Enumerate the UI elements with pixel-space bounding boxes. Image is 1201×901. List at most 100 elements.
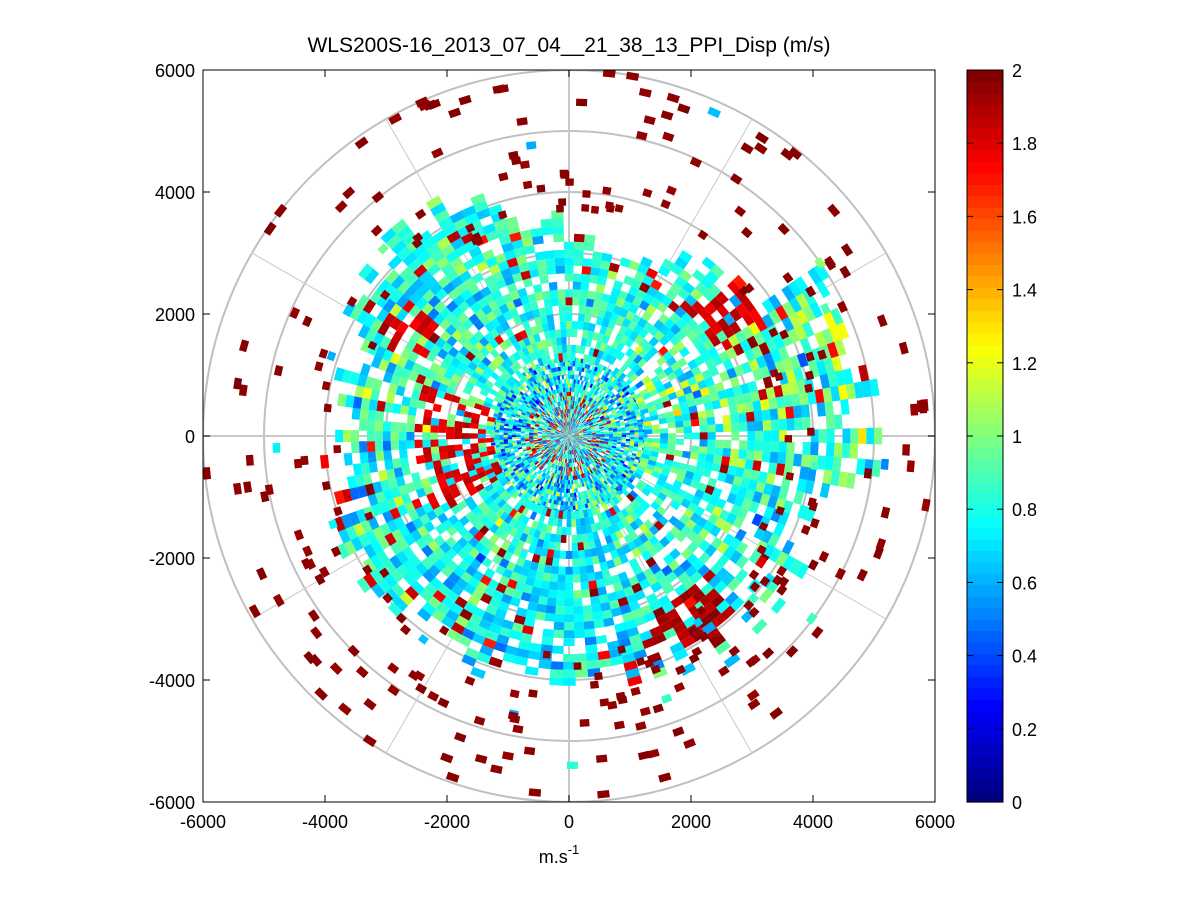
ppi-cell <box>833 442 843 458</box>
ppi-cell <box>577 420 581 425</box>
ppi-cell <box>551 394 555 400</box>
ppi-cell <box>531 448 537 452</box>
ppi-cell <box>596 437 601 439</box>
ppi-cell <box>625 293 636 304</box>
ppi-cell <box>559 436 564 438</box>
ppi-cell <box>728 404 739 415</box>
ppi-cell <box>485 437 494 443</box>
ppi-cell <box>586 660 600 670</box>
ppi-cell <box>425 195 443 210</box>
ppi-cell <box>558 297 566 306</box>
ppi-cell <box>594 357 601 367</box>
ppi-cell <box>793 405 803 419</box>
ppi-cell <box>396 355 408 368</box>
ppi-cell <box>653 380 664 389</box>
ppi-cell <box>570 497 573 502</box>
ppi-cell <box>548 480 552 486</box>
ppi-cell <box>626 434 631 438</box>
ppi-cell <box>554 469 558 474</box>
ppi-cell <box>366 420 376 432</box>
ppi-cell <box>621 473 627 479</box>
ppi-cell <box>418 365 430 377</box>
ppi-cell <box>570 434 575 436</box>
ppi-cell <box>411 244 427 259</box>
ppi-cell <box>403 533 416 547</box>
ppi-cell <box>380 227 397 244</box>
ppi-cell <box>729 321 742 335</box>
ppi-cell <box>553 353 560 362</box>
ppi-cell <box>638 338 649 349</box>
ppi-cell <box>526 446 531 449</box>
ppi-cell <box>547 426 553 429</box>
ppi-cell <box>421 314 434 328</box>
ppi-cell <box>607 444 613 448</box>
ppi-cell <box>568 471 570 476</box>
ppi-cell <box>583 434 588 436</box>
ppi-cell <box>556 402 559 407</box>
ppi-cell <box>569 430 571 435</box>
ppi-cell <box>367 409 377 421</box>
ppi-cell <box>565 441 567 446</box>
ppi-cell <box>536 388 541 393</box>
ppi-cell <box>587 436 592 438</box>
ppi-cell <box>714 640 731 656</box>
ppi-cell <box>549 424 554 427</box>
ppi-cell <box>588 540 596 550</box>
ppi-cell <box>591 259 602 269</box>
ppi-cell <box>548 466 552 471</box>
ppi-cell <box>648 535 660 547</box>
ppi-cell <box>558 443 563 447</box>
ppi-cell <box>589 422 594 426</box>
ppi-cell <box>562 677 576 686</box>
ppi-cell <box>553 233 565 243</box>
ppi-cell <box>523 244 536 255</box>
ppi-cell <box>578 422 583 426</box>
ppi-cell <box>506 393 512 399</box>
ppi-cell <box>478 618 492 631</box>
ppi-cell <box>541 455 546 460</box>
ppi-cell <box>559 474 562 480</box>
ppi-cell <box>815 280 831 299</box>
ppi-cell <box>588 422 593 425</box>
ppi-cell <box>645 401 655 409</box>
ppi-cell <box>550 415 554 420</box>
ppi-cell <box>550 467 554 473</box>
ppi-cell <box>551 477 555 482</box>
ppi-cell <box>422 256 437 271</box>
ppi-cell <box>609 460 615 465</box>
ppi-cell <box>606 471 611 477</box>
ppi-cell <box>563 436 568 438</box>
ppi-cell <box>440 615 456 629</box>
ppi-cell <box>454 444 463 452</box>
ppi-cell <box>554 436 559 438</box>
ppi-cell <box>551 463 555 468</box>
ppi-cell <box>499 351 509 361</box>
ppi-cell <box>576 401 579 406</box>
ppi-cell <box>653 569 666 582</box>
ppi-cell <box>527 448 532 452</box>
ppi-cell <box>498 409 504 414</box>
ppi-cell <box>579 423 584 427</box>
ppi-cell <box>612 456 617 460</box>
ppi-cell <box>546 433 551 435</box>
ppi-cell <box>391 582 406 598</box>
ppi-cell <box>368 399 378 411</box>
ppi-cell <box>616 472 622 478</box>
ppi-cell <box>580 473 584 479</box>
ppi-cell <box>591 440 596 443</box>
ppi-cell <box>572 558 580 567</box>
ppi-cell <box>609 467 615 472</box>
ppi-cell <box>571 454 573 459</box>
ppi-cell <box>715 498 727 510</box>
ppi-cell <box>572 427 576 432</box>
ppi-cell <box>572 297 580 306</box>
ppi-cell <box>555 464 558 470</box>
ppi-cell <box>610 376 616 382</box>
ppi-cell <box>428 332 441 344</box>
plot-axes[interactable]: -6000 -4000 -2000 0 2000 4000 6000600040002000… <box>149 61 955 832</box>
ppi-cell <box>628 303 640 315</box>
ppi-cell <box>510 404 516 409</box>
ppi-cell <box>556 446 560 451</box>
ppi-cell <box>767 397 778 410</box>
ppi-cell <box>513 419 519 423</box>
